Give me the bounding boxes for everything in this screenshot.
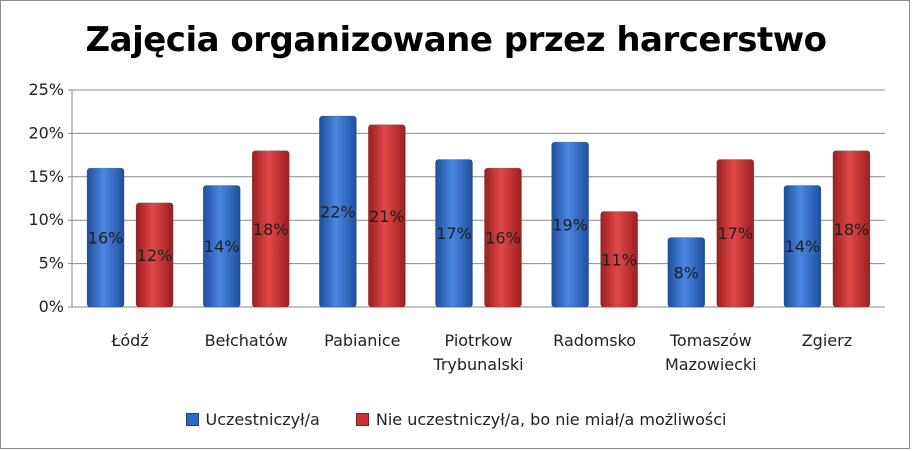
- y-tick-label: 10%: [28, 210, 64, 229]
- bar-series-1: [435, 159, 473, 308]
- data-label: 8%: [674, 263, 699, 282]
- data-label: 16%: [485, 229, 521, 248]
- x-category-label: Łódź: [110, 331, 148, 350]
- x-category-label: Piotrkow Trybunalski: [432, 331, 523, 374]
- y-tick-label: 25%: [28, 80, 64, 99]
- legend-swatch-red: [355, 413, 369, 426]
- legend-swatch-blue: [185, 413, 199, 426]
- bar-series-1: [783, 185, 822, 308]
- bar-series-2: [368, 124, 406, 308]
- legend-item-series-1: Uczestniczył/a: [185, 410, 320, 429]
- data-label: 16%: [88, 229, 124, 248]
- x-category-label: Zgierz: [802, 331, 852, 350]
- bars: [86, 115, 871, 308]
- y-tick-label: 15%: [28, 167, 64, 186]
- data-label: 19%: [552, 216, 588, 235]
- data-label: 14%: [785, 237, 821, 256]
- y-tick-label: 0%: [39, 297, 64, 316]
- data-label: 18%: [253, 220, 289, 239]
- y-tick-label: 5%: [39, 254, 64, 273]
- data-label: 14%: [204, 237, 240, 256]
- axes: [68, 89, 885, 308]
- data-label: 17%: [436, 224, 472, 243]
- data-label: 12%: [137, 246, 173, 265]
- data-label: 11%: [601, 250, 637, 269]
- gridlines: [72, 89, 885, 265]
- data-label: 22%: [320, 203, 356, 222]
- bar-series-2: [832, 150, 871, 308]
- chart-title: Zajęcia organizowane przez harcerstwo: [85, 20, 827, 60]
- data-labels: 16% 12% 14% 18% 22% 21% 17% 16% 19% 11% 8% 17% 14% 18…: [88, 203, 869, 283]
- bar-series-1: [86, 167, 125, 308]
- bar-series-2: [716, 159, 755, 308]
- bar-series-2: [600, 211, 638, 308]
- data-label: 21%: [369, 207, 405, 226]
- bar-series-2: [484, 167, 522, 308]
- bar-series-1: [551, 141, 589, 308]
- x-axis-categories: Łódź Bełchatów Pabianice Piotrkow Trybunalsk…: [110, 331, 852, 374]
- legend-item-series-2: Nie uczestniczył/a, bo nie miał/a możliw…: [355, 410, 727, 429]
- x-category-label: Bełchatów: [205, 331, 288, 350]
- bar-series-1: [319, 115, 357, 308]
- x-category-label: Tomaszów Mazowiecki: [665, 331, 757, 374]
- data-label: 18%: [834, 220, 870, 239]
- bar-series-2: [135, 202, 174, 308]
- legend-label-series-2: Nie uczestniczył/a, bo nie miał/a możliw…: [375, 410, 727, 429]
- y-axis-ticks: 0% 5% 10% 15% 20% 25%: [28, 80, 64, 316]
- x-category-label: Pabianice: [324, 331, 400, 350]
- x-category-label: Radomsko: [553, 331, 636, 350]
- bar-series-1: [202, 185, 241, 308]
- legend-label-series-1: Uczestniczył/a: [205, 410, 320, 429]
- bar-series-1: [667, 237, 706, 308]
- legend: Uczestniczył/a Nie uczestniczył/a, bo ni…: [0, 410, 912, 429]
- y-tick-label: 20%: [28, 123, 64, 142]
- bar-series-2: [251, 150, 290, 308]
- data-label: 17%: [718, 224, 754, 243]
